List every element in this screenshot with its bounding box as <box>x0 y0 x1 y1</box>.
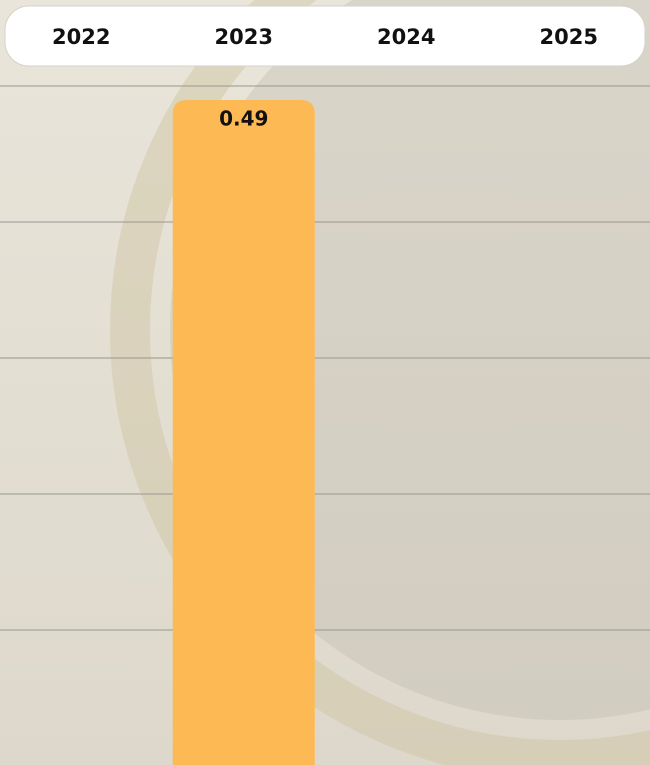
grid <box>0 85 650 631</box>
bar <box>172 100 315 765</box>
year-header <box>4 5 646 67</box>
year-label: 2022 <box>52 25 110 49</box>
value-label: 0.49 <box>219 107 268 131</box>
year-label: 2024 <box>377 25 435 49</box>
emblem-ring <box>110 0 650 765</box>
year-label: 2025 <box>540 25 598 49</box>
year-label: 2023 <box>215 25 273 49</box>
